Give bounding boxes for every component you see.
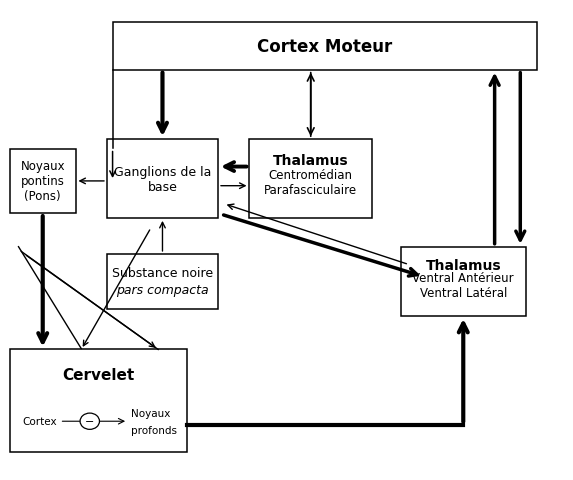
Text: Cortex: Cortex bbox=[22, 416, 57, 426]
Text: Centromédian
Parafasciculaire: Centromédian Parafasciculaire bbox=[264, 169, 358, 197]
Text: Ganglions de la
base: Ganglions de la base bbox=[114, 165, 211, 193]
Text: Thalamus: Thalamus bbox=[273, 153, 348, 168]
Text: profonds: profonds bbox=[131, 425, 177, 435]
Text: Cortex Moteur: Cortex Moteur bbox=[257, 38, 393, 56]
Text: −: − bbox=[85, 416, 95, 426]
FancyBboxPatch shape bbox=[249, 140, 372, 218]
FancyBboxPatch shape bbox=[107, 140, 218, 218]
FancyBboxPatch shape bbox=[112, 23, 537, 71]
Text: Ventral Antérieur
Ventral Latéral: Ventral Antérieur Ventral Latéral bbox=[413, 272, 514, 300]
FancyBboxPatch shape bbox=[107, 254, 218, 309]
Text: Thalamus: Thalamus bbox=[426, 258, 501, 272]
Text: pars compacta: pars compacta bbox=[116, 284, 209, 297]
Circle shape bbox=[80, 413, 100, 430]
Text: Noyaux: Noyaux bbox=[131, 408, 170, 418]
FancyBboxPatch shape bbox=[10, 350, 187, 452]
Text: Cervelet: Cervelet bbox=[62, 368, 135, 383]
Text: Noyaux
pontins
(Pons): Noyaux pontins (Pons) bbox=[21, 160, 65, 203]
Text: Substance noire: Substance noire bbox=[112, 267, 213, 280]
FancyBboxPatch shape bbox=[10, 149, 76, 214]
FancyBboxPatch shape bbox=[401, 247, 526, 316]
